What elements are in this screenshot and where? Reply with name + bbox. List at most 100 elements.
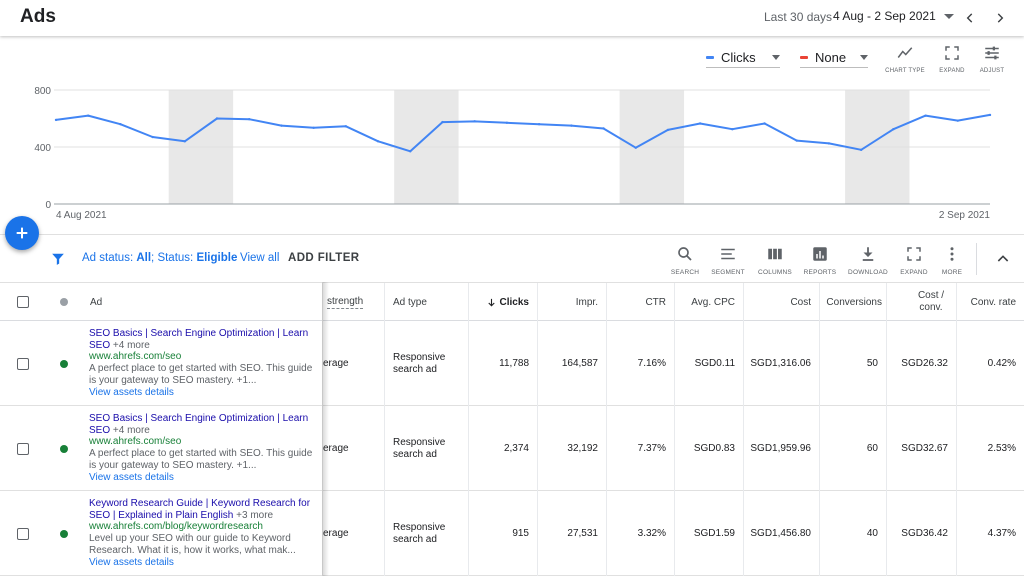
reports-button[interactable]: REPORTS: [797, 245, 843, 276]
ads-table: Ad strength Ad type Clicks Impr. CTR Avg…: [0, 282, 1024, 576]
data-point: [248, 118, 251, 121]
status-enabled-dot[interactable]: [60, 529, 68, 538]
view-assets-details-link[interactable]: View assets details: [89, 386, 174, 398]
chart-type-button[interactable]: CHART TYPE: [883, 44, 927, 74]
conversions-value: 50: [866, 358, 878, 369]
previous-period-button[interactable]: [960, 8, 980, 28]
ad-headline-link[interactable]: SEO Basics | Search Engine Optimization …: [89, 413, 309, 436]
column-header-ad-strength[interactable]: strength: [323, 283, 385, 321]
metric-2-selector[interactable]: None: [800, 50, 869, 68]
more-button[interactable]: MORE: [929, 245, 975, 276]
column-header-ctr[interactable]: CTR: [607, 283, 675, 321]
column-header-impr-label: Impr.: [575, 296, 598, 308]
column-header-clicks[interactable]: Clicks: [469, 283, 538, 321]
segment-button[interactable]: SEGMENT: [705, 245, 751, 276]
chart-adjust-button[interactable]: ADJUST: [970, 44, 1014, 74]
data-point: [376, 140, 380, 143]
select-all-checkbox[interactable]: [17, 296, 29, 308]
cost-value: SGD1,959.96: [750, 443, 811, 454]
search-button[interactable]: SEARCH: [662, 245, 708, 276]
y-tick-label: 400: [34, 143, 51, 154]
ad-headline-link[interactable]: Keyword Research Guide | Keyword Researc…: [89, 498, 311, 521]
date-range-dropdown-icon[interactable]: [944, 14, 954, 19]
create-button[interactable]: [5, 216, 39, 250]
reports-icon: [813, 247, 827, 261]
row-checkbox[interactable]: [17, 527, 29, 540]
avg-cpc-cell: SGD0.11: [675, 321, 744, 406]
column-header-impr[interactable]: Impr.: [538, 283, 607, 321]
data-point: [988, 113, 992, 117]
plus-icon: [16, 227, 28, 239]
adjust-icon: [985, 46, 999, 60]
chevron-left-icon: [966, 13, 973, 23]
column-header-clicks-label: Clicks: [499, 296, 529, 308]
avg-cpc-value: SGD0.83: [693, 443, 735, 454]
avg-cpc-value: SGD1.59: [693, 528, 735, 539]
ad-strength-value: erage: [323, 443, 349, 454]
filter-icon[interactable]: [51, 252, 65, 266]
row-select-cell: [0, 491, 46, 576]
ad-description-more: +1...: [236, 459, 257, 471]
table-expand-button[interactable]: EXPAND: [891, 245, 937, 276]
segment-icon: [721, 248, 735, 260]
ad-description: A perfect place to get started with SEO.…: [89, 363, 313, 386]
clicks-value: 2,374: [503, 443, 529, 454]
search-icon: [678, 247, 692, 261]
cost-conv-cell: SGD26.32: [887, 321, 957, 406]
table-row[interactable]: SEO Basics | Search Engine Optimization …: [0, 321, 1024, 406]
date-range-selector[interactable]: 4 Aug - 2 Sep 2021: [833, 9, 936, 23]
columns-button[interactable]: COLUMNS: [752, 245, 798, 276]
column-header-cost-conv[interactable]: Cost / conv.: [887, 283, 957, 321]
chart-expand-button[interactable]: EXPAND: [930, 44, 974, 74]
column-header-ad-label: Ad: [90, 296, 103, 308]
ad-headline-more: +3 more: [236, 509, 274, 521]
ad-type-value: Responsive search ad: [393, 436, 446, 460]
column-header-cost[interactable]: Cost: [744, 283, 820, 321]
conv-rate-cell: 4.37%: [957, 491, 1024, 576]
conv-rate-cell: 2.53%: [957, 406, 1024, 491]
columns-label: COLUMNS: [758, 269, 792, 276]
cost-value: SGD1,456.80: [750, 528, 811, 539]
metric-1-selector[interactable]: Clicks: [706, 50, 780, 68]
ad-headline-link[interactable]: SEO Basics | Search Engine Optimization …: [89, 328, 309, 351]
segment-label: SEGMENT: [711, 269, 745, 276]
data-point: [344, 125, 348, 128]
cost-conv-value: SGD36.42: [901, 528, 948, 539]
cost-conv-value: SGD32.67: [901, 443, 948, 454]
avg-cpc-cell: SGD1.59: [675, 491, 744, 576]
data-point: [731, 127, 734, 131]
row-checkbox[interactable]: [17, 442, 29, 455]
conversions-value: 40: [866, 528, 878, 539]
chevron-down-icon: [771, 54, 780, 60]
column-header-conversions[interactable]: Conversions: [820, 283, 887, 321]
ad-type-cell: Responsive search ad: [385, 406, 469, 491]
column-header-ad[interactable]: Ad: [82, 283, 323, 321]
status-enabled-dot[interactable]: [60, 359, 68, 368]
row-status-cell: [46, 406, 82, 491]
column-header-ctr-label: CTR: [645, 296, 666, 308]
data-point: [119, 123, 122, 126]
table-row[interactable]: SEO Basics | Search Engine Optimization …: [0, 406, 1024, 491]
clicks-value: 11,788: [499, 358, 529, 369]
add-filter-button[interactable]: ADD FILTER: [288, 252, 360, 264]
next-period-button[interactable]: [990, 8, 1010, 28]
view-assets-details-link[interactable]: View assets details: [89, 556, 174, 568]
download-button[interactable]: DOWNLOAD: [845, 245, 891, 276]
conv-rate-value: 4.37%: [987, 528, 1016, 539]
column-header-ad-type-label: Ad type: [393, 296, 427, 308]
data-point: [409, 150, 412, 153]
status-enabled-dot[interactable]: [60, 444, 68, 453]
chevron-up-icon[interactable]: [995, 251, 1011, 267]
ad-status-filter-chip[interactable]: Ad status: All; Status: Eligible: [82, 252, 237, 264]
column-header-conv-rate[interactable]: Conv. rate: [957, 283, 1024, 321]
view-all-link[interactable]: View all: [240, 252, 280, 264]
column-header-ad-type[interactable]: Ad type: [385, 283, 469, 321]
more-label: MORE: [941, 269, 963, 276]
row-checkbox[interactable]: [17, 357, 29, 370]
column-header-avg-cpc[interactable]: Avg. CPC: [675, 283, 744, 321]
table-row[interactable]: Keyword Research Guide | Keyword Researc…: [0, 491, 1024, 576]
cost-value: SGD1,316.06: [750, 358, 811, 369]
view-assets-details-link[interactable]: View assets details: [89, 471, 174, 483]
conv-rate-cell: 0.42%: [957, 321, 1024, 406]
ctr-value: 7.16%: [637, 358, 666, 369]
